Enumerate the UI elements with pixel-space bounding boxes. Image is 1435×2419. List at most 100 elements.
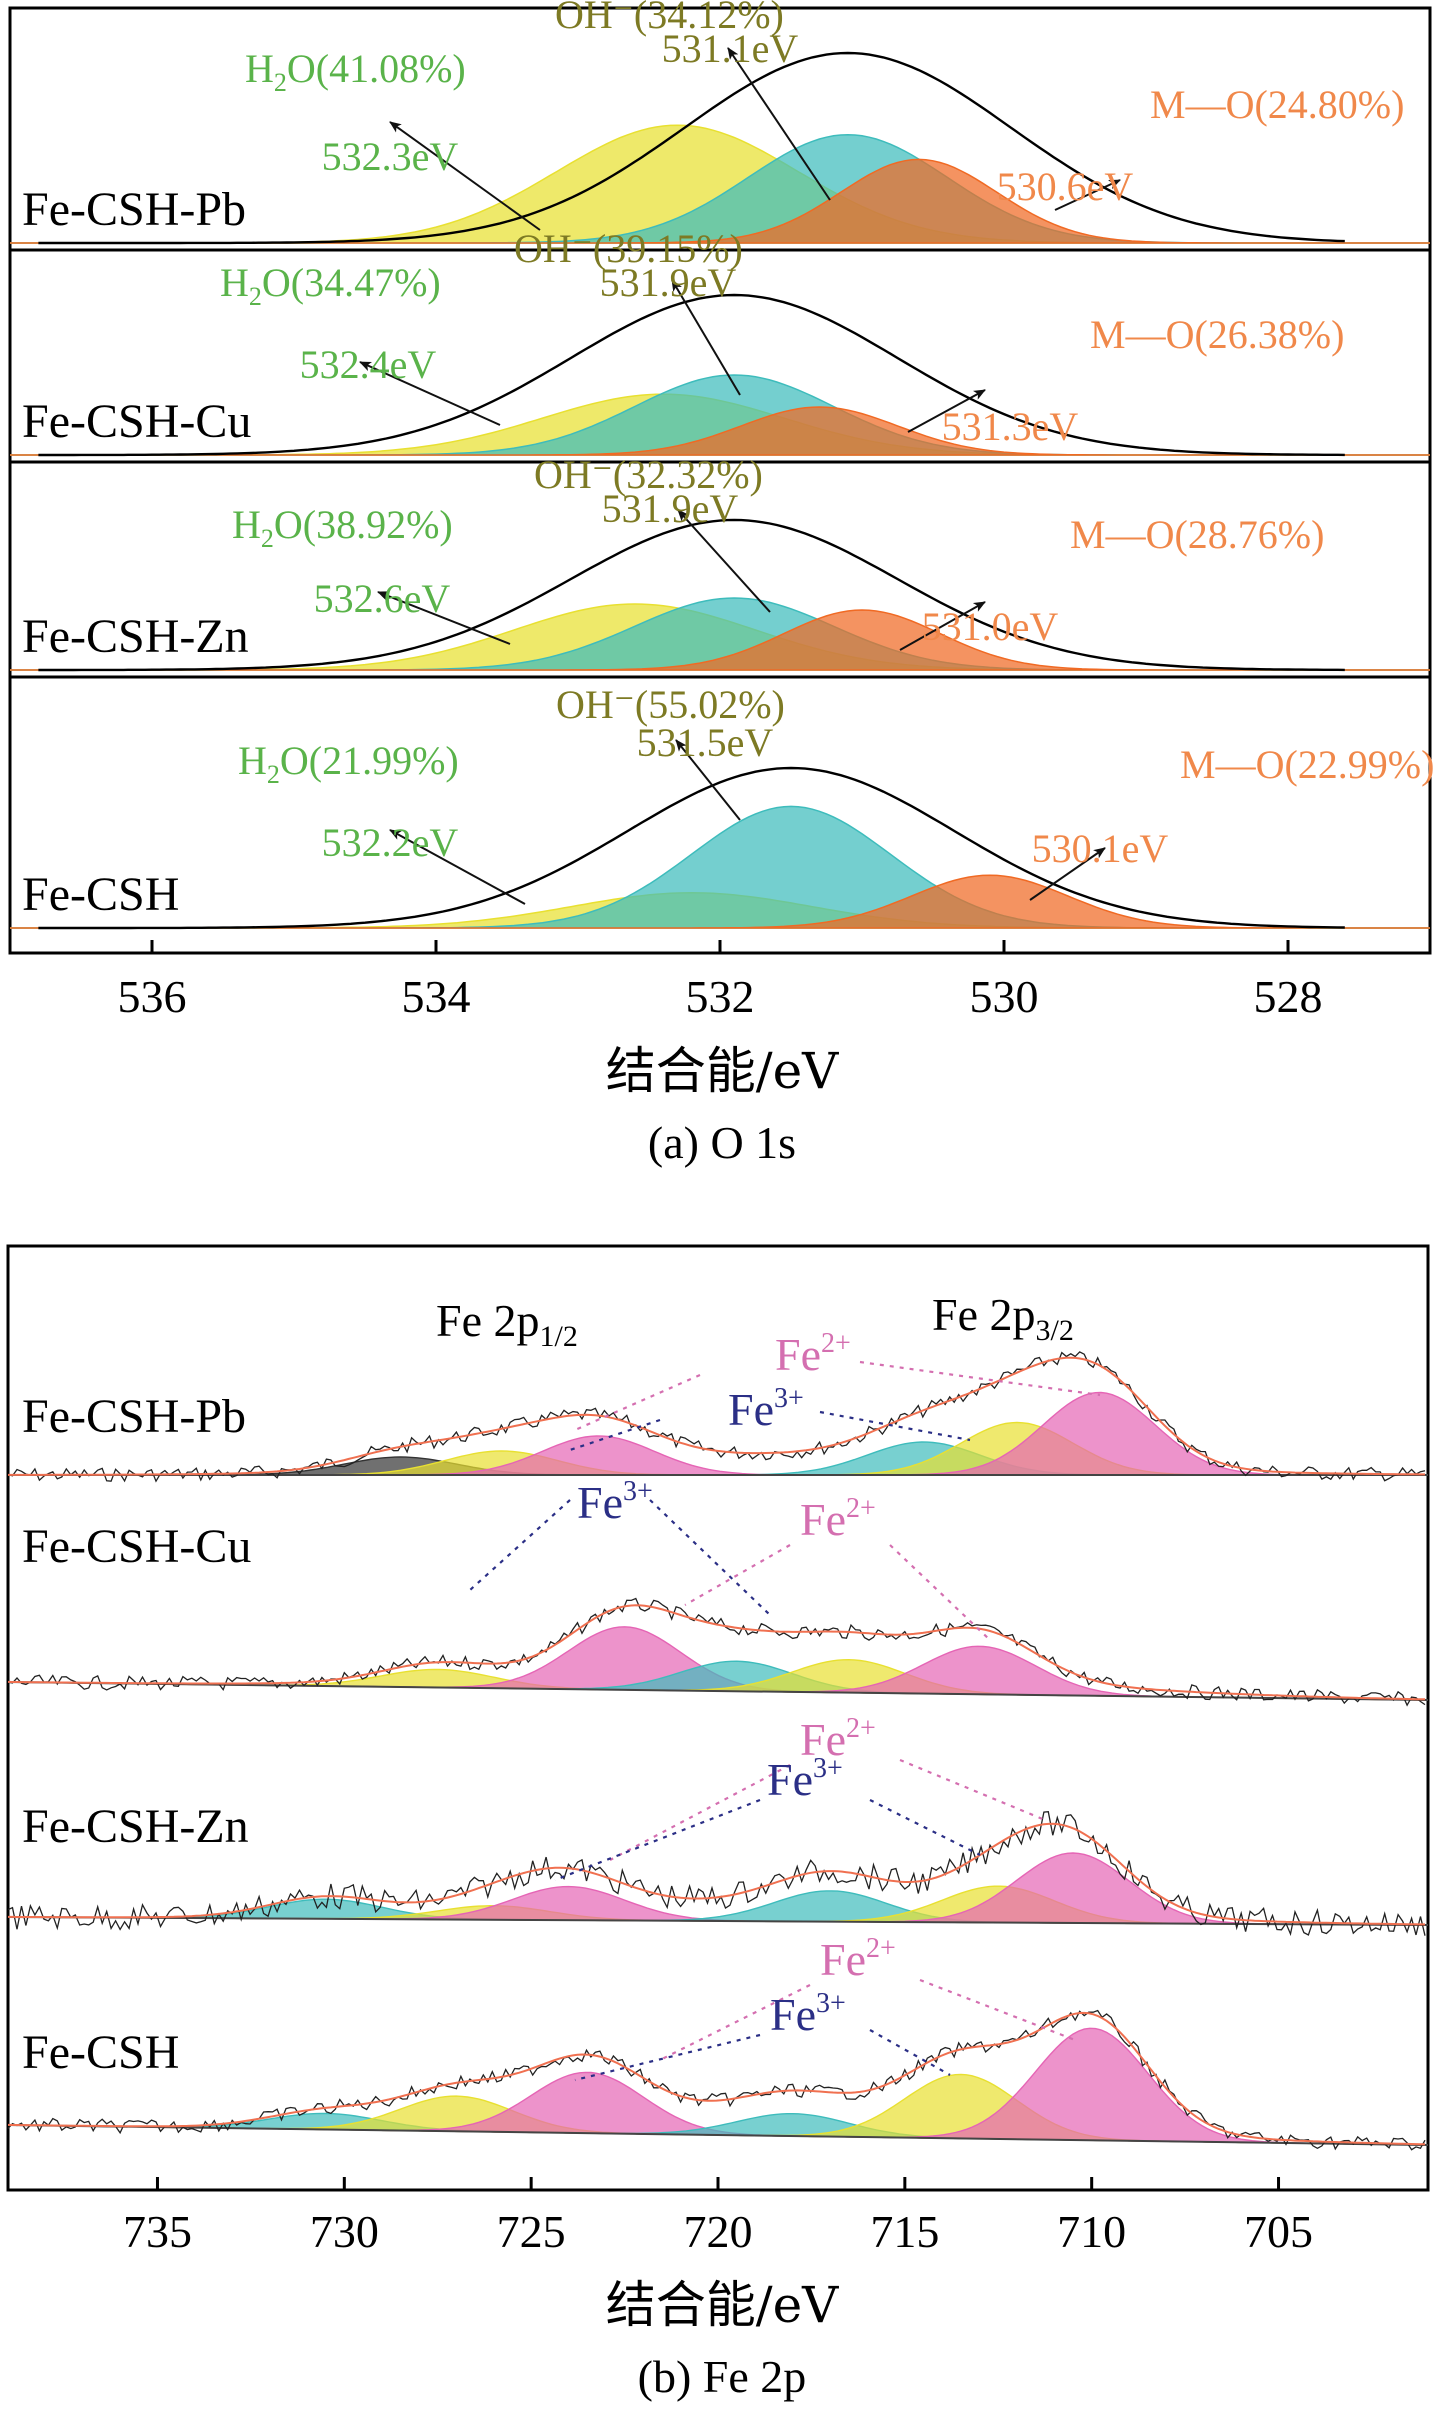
fe2p-ion-label: Fe2+	[800, 1493, 876, 1545]
o1s-panel: Fe-CSH-CuH2O(34.47%)532.4eVOH⁻(39.15%)53…	[10, 226, 1430, 457]
fe2p-ion-label: Fe2+	[820, 1933, 896, 1985]
fe2p-guide-line	[889, 1544, 991, 1641]
fe2p-fit-envelope	[7, 1604, 1425, 1701]
fe2p-x-tick-label: 720	[684, 2206, 753, 2257]
o1s-envelope-line	[38, 293, 1345, 457]
o1s-sample-label: Fe-CSH-Cu	[22, 395, 251, 448]
o1s-caption: (a) O 1s	[648, 1117, 796, 1168]
o1s-component-label: M—O(22.99%)	[1180, 742, 1434, 787]
o1s-component-energy: 531.5eV	[637, 720, 774, 765]
o1s-envelope-line	[38, 766, 1345, 930]
o1s-component-label: H2O(21.99%)	[238, 738, 459, 789]
fe2p-raw-spectrum	[7, 2009, 1426, 2151]
fe2p-x-tick-label: 710	[1057, 2206, 1126, 2257]
o1s-annotation-arrow	[389, 121, 541, 231]
o1s-annotation-arrow	[377, 591, 511, 645]
o1s-x-tick-label: 528	[1254, 971, 1323, 1022]
o1s-annotation-arrow	[389, 829, 526, 905]
o1s-component-label: H2O(41.08%)	[245, 46, 466, 97]
fe2p-baseline	[7, 1916, 1429, 1926]
o1s-component-label: OH⁻(55.02%)	[556, 682, 785, 727]
o1s-panel: Fe-CSH H2O(21.99%) 532.2eV OH⁻(55.02%)531.5…	[10, 682, 1434, 930]
o1s-component-label: M—O(24.80%)	[1150, 82, 1404, 127]
fe2p-x-tick-label: 730	[310, 2206, 379, 2257]
fe2p-component-peak	[7, 1660, 1429, 1701]
fe2p-guide-line	[859, 1360, 1101, 1397]
fe2p-guide-line	[684, 1544, 791, 1606]
fe2p-ion-label: Fe3+	[767, 1753, 843, 1805]
fe2p-guide-line	[574, 1373, 701, 1432]
fe2p-guide-line	[659, 1984, 811, 2061]
o1s-x-tick-label: 534	[402, 971, 471, 1022]
o1s-component-energy: 532.2eV	[322, 820, 459, 865]
o1s-component-energy: 531.3eV	[942, 404, 1079, 449]
fe2p-guide-line	[469, 1499, 571, 1591]
o1s-component-peak	[10, 609, 1430, 671]
o1s-x-tick-label: 530	[970, 971, 1039, 1022]
fe2p-guide-line	[574, 2033, 761, 2082]
fe2p-panel: Fe-CSH-Cu	[7, 1520, 1429, 1707]
fe2p-sample-label: Fe-CSH-Pb	[22, 1390, 246, 1443]
o1s-component-energy: 532.3eV	[322, 134, 459, 179]
o1s-x-tick-label: 536	[118, 971, 187, 1022]
o1s-component-energy: 531.9eV	[600, 260, 737, 305]
o1s-chart: Fe-CSH-PbH2O(41.08%)532.3eVOH⁻(34.12%)53…	[8, 0, 1434, 1168]
fe2p-x-tick-label: 725	[497, 2206, 566, 2257]
fe2p-panel: Fe-CSH-Zn	[7, 1800, 1429, 1937]
fe2p-guide-line	[869, 2029, 951, 2076]
o1s-component-energy: 530.6eV	[997, 164, 1134, 209]
o1s-annotation-arrow	[675, 739, 741, 821]
fe2p-ion-label: Fe3+	[577, 1476, 653, 1528]
o1s-component-peak	[10, 805, 1430, 929]
o1s-annotation-arrow	[671, 279, 741, 396]
o1s-annotation-arrow	[359, 361, 501, 426]
o1s-annotation-arrow	[1029, 847, 1106, 901]
fe-2p12-label: Fe 2p1/2	[436, 1295, 578, 1353]
fe2p-chart: Fe-CSH-Pb Fe-CSH-Cu Fe-CSH-Zn Fe-CSH 735 730…	[6, 1244, 1430, 2402]
o1s-panel: Fe-CSH-PbH2O(41.08%)532.3eVOH⁻(34.12%)53…	[10, 0, 1430, 245]
o1s-component-energy: 530.1eV	[1032, 826, 1169, 871]
fe2p-guide-line	[554, 1798, 761, 1882]
fe2p-baseline	[7, 2124, 1429, 2146]
fe2p-guide-line	[819, 1410, 971, 1442]
fe2p-fit-envelope	[8, 1822, 1425, 1926]
o1s-x-axis-label: 结合能/eV	[606, 1042, 839, 1100]
fe2p-sample-label: Fe-CSH-Zn	[22, 1800, 249, 1853]
fe2p-component-peak	[7, 1890, 1429, 1926]
o1s-panel: Fe-CSH-ZnH2O(38.92%)532.6eVOH⁻(32.32%)53…	[10, 452, 1430, 672]
o1s-annotation-arrow	[907, 389, 986, 433]
fe2p-fit-envelope	[7, 2011, 1426, 2146]
fe2p-ion-label: Fe3+	[770, 1988, 846, 2040]
fe-2p32-label: Fe 2p3/2	[932, 1289, 1074, 1347]
o1s-component-label: OH⁻(39.15%)	[514, 226, 743, 271]
fe2p-baseline	[7, 1681, 1429, 1701]
o1s-component-energy: 531.9eV	[602, 486, 739, 531]
o1s-sample-label: Fe-CSH	[22, 868, 179, 921]
fe2p-ion-label: Fe2+	[800, 1713, 876, 1765]
o1s-component-label: M—O(28.76%)	[1070, 512, 1324, 557]
o1s-x-tick-label: 532	[686, 971, 755, 1022]
fe2p-x-tick-label: 735	[123, 2206, 192, 2257]
fe2p-x-tick-label: 705	[1244, 2206, 1313, 2257]
fe2p-x-tick-label: 715	[870, 2206, 939, 2257]
fe2p-ion-label: Fe3+	[728, 1383, 804, 1435]
fe2p-frame	[6, 1244, 1430, 2192]
o1s-sample-label: Fe-CSH-Zn	[22, 610, 249, 663]
fe2p-panel: Fe-CSH	[7, 2009, 1429, 2151]
fe2p-guide-line	[899, 1758, 1046, 1822]
o1s-annotation-arrow	[727, 47, 831, 201]
fe2p-x-axis-label: 结合能/eV	[606, 2276, 839, 2334]
fe2p-caption: (b) Fe 2p	[638, 2351, 807, 2402]
o1s-component-energy: 531.0eV	[922, 604, 1059, 649]
o1s-component-energy: 532.6eV	[314, 576, 451, 621]
o1s-component-label: OH⁻(34.12%)	[555, 0, 784, 37]
o1s-envelope-line	[38, 51, 1345, 245]
fe2p-guide-line	[919, 1978, 1076, 2042]
o1s-component-energy: 532.4eV	[300, 342, 437, 387]
o1s-component-peak	[10, 406, 1430, 456]
fe2p-guide-line	[649, 1499, 771, 1616]
fe2p-ion-label: Fe2+	[775, 1328, 851, 1380]
fe2p-fit-envelope	[8, 1356, 1425, 1476]
o1s-component-label: H2O(38.92%)	[232, 502, 453, 553]
